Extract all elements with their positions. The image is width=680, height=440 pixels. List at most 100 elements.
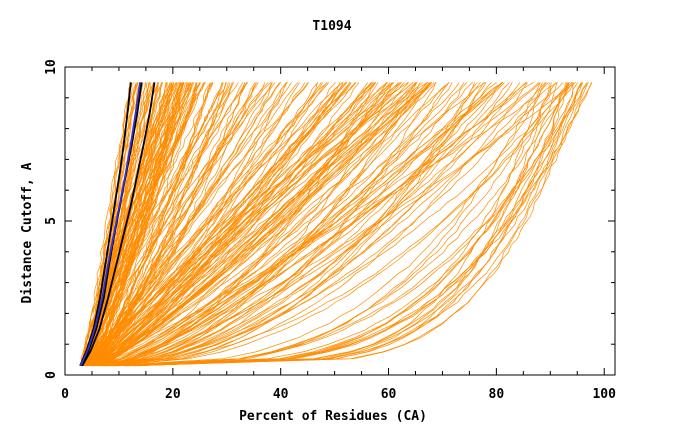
model-curve: [88, 82, 575, 367]
model-curve: [109, 82, 570, 367]
model-curve: [104, 82, 473, 367]
model-curve: [105, 82, 589, 367]
model-curve: [99, 82, 465, 367]
model-curve: [104, 82, 450, 367]
model-curve: [118, 82, 421, 367]
model-curve: [84, 82, 273, 366]
model-curve: [99, 82, 450, 367]
model-curve: [107, 82, 547, 367]
model-curve: [92, 82, 214, 367]
model-curve: [89, 82, 227, 367]
model-curve: [110, 82, 497, 367]
model-curve: [113, 82, 550, 367]
model-curve: [85, 82, 558, 367]
model-curve: [99, 82, 468, 367]
model-curve: [104, 82, 431, 367]
model-curve: [90, 82, 373, 367]
model-curve: [115, 82, 578, 367]
model-curve: [97, 82, 492, 367]
y-axis-label: Distance Cutoff, A: [20, 162, 35, 303]
x-axis-label: Percent of Residues (CA): [239, 409, 427, 424]
model-curve: [101, 82, 181, 366]
x-tick-label: 0: [61, 387, 69, 402]
model-curve: [100, 82, 197, 366]
model-curve: [99, 82, 323, 367]
model-curve: [101, 82, 428, 366]
model-curve: [86, 82, 182, 367]
model-curve: [104, 82, 513, 367]
model-curve: [93, 82, 432, 367]
model-curve: [94, 82, 357, 367]
model-curve: [113, 82, 388, 367]
x-tick-label: 60: [381, 387, 397, 402]
model-curve: [88, 82, 399, 367]
model-curve: [114, 82, 505, 367]
model-curve: [101, 82, 583, 367]
model-curve: [100, 82, 410, 367]
orange-model-curves: [79, 82, 593, 367]
x-tick-label: 40: [273, 387, 289, 402]
model-curve: [94, 82, 418, 366]
model-curve: [95, 82, 486, 367]
model-curve: [98, 82, 375, 367]
model-curve: [118, 82, 593, 367]
model-curve: [89, 82, 343, 367]
model-curve: [116, 82, 583, 367]
highlight-curve-1: [79, 82, 132, 367]
model-curve: [125, 82, 558, 367]
x-tick-label: 20: [165, 387, 181, 402]
highlight-curve-3: [81, 82, 156, 367]
model-curve: [110, 82, 528, 367]
model-curve: [86, 82, 409, 366]
model-curve: [89, 82, 503, 367]
model-curve: [83, 82, 393, 367]
model-curve: [103, 82, 570, 367]
model-curve: [90, 82, 214, 366]
model-curve: [87, 82, 373, 367]
model-curve: [101, 82, 450, 367]
model-curve: [118, 82, 546, 367]
model-curve: [106, 82, 436, 367]
x-tick-label: 100: [592, 387, 616, 402]
model-curve: [107, 82, 527, 367]
y-tick-label: 5: [44, 217, 59, 225]
model-curve: [111, 82, 588, 367]
model-curve: [134, 82, 543, 367]
chart-title: T1094: [312, 19, 351, 34]
model-curve: [96, 82, 257, 366]
model-curve: [85, 82, 211, 367]
model-curve: [137, 82, 592, 367]
model-curve: [93, 82, 184, 366]
model-curve: [99, 82, 269, 366]
model-curve: [92, 82, 487, 367]
highlight-curve-4: [79, 82, 141, 367]
model-curve: [86, 82, 183, 366]
model-curve: [90, 82, 432, 367]
x-tick-labels: 0 20 40 60 80 100: [61, 387, 616, 402]
highlighted-model-curves: [79, 82, 156, 367]
model-curve: [94, 82, 257, 367]
model-curve: [113, 82, 552, 367]
model-curve: [83, 82, 343, 367]
model-curve: [92, 82, 393, 367]
model-curve: [83, 82, 306, 367]
model-curve: [103, 82, 564, 367]
model-curve: [118, 82, 540, 367]
model-curve: [81, 82, 347, 366]
y-tick-label: 0: [44, 371, 59, 379]
y-tick-labels: 0 5 10: [44, 59, 59, 379]
model-curve: [132, 82, 574, 367]
model-curve: [90, 82, 521, 367]
model-curve: [90, 82, 405, 367]
model-curve: [100, 82, 395, 367]
model-curve: [80, 82, 173, 366]
model-curve: [117, 82, 589, 367]
model-curve: [137, 82, 570, 367]
x-tick-label: 80: [489, 387, 505, 402]
model-curve: [97, 82, 431, 367]
model-curve: [101, 82, 336, 367]
model-curve: [97, 82, 428, 367]
model-curve: [91, 82, 453, 367]
y-tick-label: 10: [44, 59, 59, 75]
